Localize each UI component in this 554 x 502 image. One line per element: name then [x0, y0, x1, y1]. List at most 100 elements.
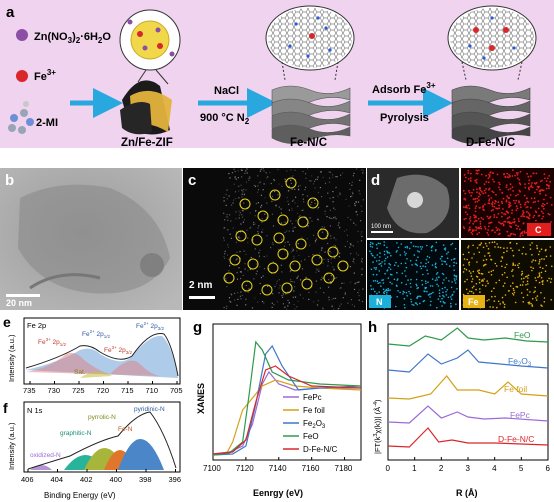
zn-precursor-label: Zn(NO3)2·6H2O	[34, 31, 111, 45]
zn-fe-zif-particle	[119, 9, 181, 135]
species-label-fe-n: Fe-N	[118, 426, 133, 433]
series-line-fe-foil	[212, 379, 362, 456]
peak-label-fe2-2p32: Fe2+ 2p3/2	[136, 321, 165, 331]
panel-g-tick-label: 7140	[269, 464, 287, 473]
peak-label-fe3-2p32: Fe3+ 2p3/2	[104, 345, 133, 355]
panel-e-tick-label: 705	[170, 386, 183, 395]
zif-label: Zn/Fe-ZIF	[121, 137, 173, 149]
map-c-tag	[527, 223, 551, 236]
species-label-graphitic-n: graphitic-N	[60, 430, 92, 437]
panel-h-tick-label: 4	[492, 464, 497, 473]
series-line-d-fe-n-c	[387, 427, 549, 448]
panel-e-ylabel: Intensity (a.u.)	[7, 334, 16, 382]
panel-e-tick-label: 710	[146, 386, 159, 395]
single-atom-marker	[281, 282, 293, 294]
single-atom-marker	[295, 238, 307, 250]
panel-h-tick-label: 1	[412, 464, 417, 473]
map-fe-label: Fe	[468, 297, 479, 307]
single-atom-marker	[257, 210, 269, 222]
single-atom-marker	[229, 254, 241, 266]
single-atom-marker	[311, 254, 323, 266]
series-line-fe-foil	[387, 375, 549, 400]
single-atom-marker	[277, 214, 289, 226]
species-label-pyrrolic-n: pyrrolic-N	[88, 414, 116, 421]
single-atom-marker	[251, 234, 263, 246]
fenc-structure	[265, 5, 355, 144]
panel-h-xlabel: R (Å)	[456, 488, 478, 498]
peak-label-fe2-2p12: Fe2+ 2p1/2	[82, 329, 111, 339]
panel-e-fe2p-xps: e Fe 2p Fe3+ 2p1/2 Fe2+ 2p1/2 Fe3+ 2p3/2…	[3, 314, 183, 395]
fenc-label: Fe-N/C	[290, 137, 327, 149]
panel-f-tick-label: 406	[21, 475, 34, 484]
series-label: Fe foil	[504, 384, 527, 394]
panel-h-tick-label: 0	[386, 464, 391, 473]
single-atom-marker	[317, 228, 329, 240]
panel-e-tick-label: 720	[97, 386, 110, 395]
single-atom-marker	[269, 189, 281, 201]
panel-g-tick-label: 7100	[203, 464, 221, 473]
panel-f-title: N 1s	[27, 406, 43, 415]
species-label-pyridinic-n: pyridinic-N	[134, 406, 165, 413]
methylimidazole-molecule	[8, 101, 34, 134]
legend-label: Fe2O3	[303, 419, 326, 430]
panel-e-tick-label: 735	[23, 386, 36, 395]
panel-e-tick-label: 725	[72, 386, 85, 395]
single-atom-marker	[267, 262, 279, 274]
legend-label: FeO	[303, 432, 319, 441]
series-line-d-fe-n-c	[212, 365, 362, 455]
panel-f-letter: f	[3, 400, 8, 416]
single-atom-marker	[337, 260, 349, 272]
series-label: D-Fe-N/C	[498, 434, 534, 444]
panel-e-tick-label: 715	[121, 386, 134, 395]
methylimidazole-label: 2-MI	[36, 117, 58, 129]
map-c-label: C	[535, 225, 542, 235]
legend-label: FePc	[303, 393, 322, 402]
panel-h-letter: h	[368, 319, 377, 336]
step2-top-label: Adsorb Fe3+	[372, 81, 436, 96]
panel-g-tick-label: 7120	[236, 464, 254, 473]
fe-ion-label: Fe3+	[34, 68, 56, 83]
panel-a-letter: a	[6, 4, 15, 21]
species-label-oxidized-n: oxidized-N	[30, 452, 61, 459]
panel-g-tick-label: 7180	[335, 464, 353, 473]
panel-c-haadf-image: 2 nm c	[183, 168, 366, 310]
panel-f-tick-label: 404	[51, 475, 64, 484]
legend-label: D-Fe-N/C	[303, 445, 337, 454]
peak-label-sat: Sat.	[74, 369, 86, 376]
single-atom-marker	[261, 284, 273, 296]
panel-b-scalebar	[6, 294, 40, 297]
single-atom-marker	[301, 278, 313, 290]
zn-precursor-dot	[16, 29, 28, 41]
panel-h-tick-label: 3	[466, 464, 471, 473]
fe-ion-dot	[16, 70, 28, 82]
panel-h-exafs-chart: h 0 1 2 3 4 5 6 FeO Fe2O3 Fe foil FePc D-Fe-N/C |F…	[368, 319, 551, 498]
panel-b-scalebar-label: 20 nm	[6, 298, 32, 308]
panel-a: a Zn(NO3)2·6H2O Fe3+ 2-MI Zn/Fe-ZIF NaCl…	[0, 0, 554, 149]
panel-d-eds-maps: 100 nm C N Fe d	[367, 168, 554, 310]
panel-d-scalebar-label: 100 nm	[371, 224, 391, 230]
panel-b-letter: b	[5, 172, 14, 189]
panel-b-tem-image: 20 nm b	[0, 168, 182, 310]
step2-bottom-label: Pyrolysis	[380, 112, 429, 124]
single-atom-marker	[277, 248, 289, 260]
single-atom-marker	[307, 197, 319, 209]
series-line-fe2o3	[212, 344, 362, 456]
panel-h-tick-label: 5	[519, 464, 524, 473]
panel-g-ylabel: XANES	[196, 383, 206, 414]
single-atom-marker	[223, 272, 235, 284]
panel-c-letter: c	[188, 172, 196, 189]
panel-f-ylabel: Intensity (a.u.)	[7, 422, 16, 470]
panel-g-xanes-chart: g 7100 7120 7140 7160 7180 FePc Fe foil Fe2O3 F…	[193, 319, 362, 498]
panel-c-scalebar-label: 2 nm	[189, 280, 212, 291]
single-atom-marker	[285, 177, 297, 189]
single-atom-marker	[289, 260, 301, 272]
panel-h-ylabel: |FT(k3χ(k))| (Å-4)	[373, 399, 382, 454]
series-line-fepc	[212, 370, 361, 455]
dfenc-structure	[447, 5, 537, 144]
panel-f-tick-label: 396	[169, 475, 182, 484]
panel-f-tick-label: 400	[110, 475, 123, 484]
map-n-tag	[369, 295, 391, 308]
single-atom-marker	[273, 232, 285, 244]
series-label: FePc	[510, 410, 531, 420]
single-atom-marker	[239, 198, 251, 210]
